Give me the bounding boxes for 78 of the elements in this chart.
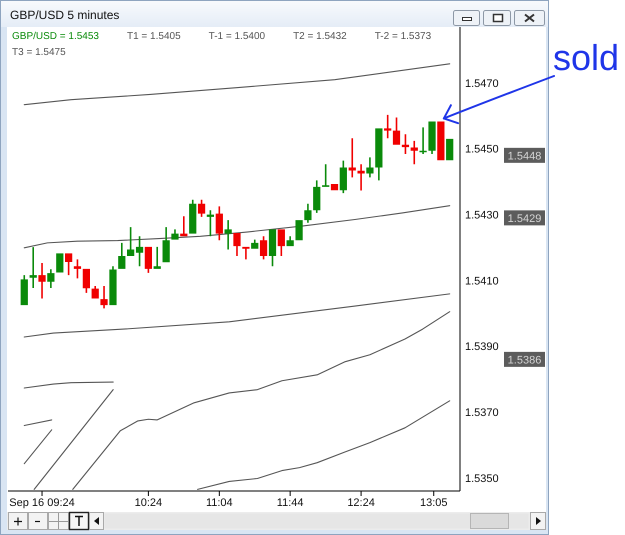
annotation: T3 = 1.5475 xyxy=(12,47,66,58)
candlestick xyxy=(180,216,188,236)
candlestick xyxy=(109,266,117,306)
y-tick-label: 1.5470 xyxy=(465,78,499,90)
candlestick xyxy=(295,220,303,240)
text: 1.5448 xyxy=(508,150,542,162)
y-tick-label: 1.5350 xyxy=(465,472,499,485)
annotation: T1 = 1.5405 xyxy=(126,31,182,42)
annotation: T-2 = 1.5373 xyxy=(374,31,432,42)
candlestick xyxy=(375,128,382,180)
x-tick-label: Sep 16 09:24 xyxy=(9,497,75,509)
x-tick-label: 13:05 xyxy=(420,497,448,509)
candlestick xyxy=(322,164,330,187)
candlestick xyxy=(384,114,392,138)
candlestick xyxy=(171,229,179,240)
text: 1.5386 xyxy=(508,354,542,366)
candlestick xyxy=(278,229,285,256)
candlestick xyxy=(56,253,64,272)
line-series xyxy=(197,400,450,490)
candlestick xyxy=(162,227,170,262)
annotation: T-1 = 1.5400 xyxy=(208,31,266,42)
candlestick xyxy=(206,210,214,236)
candlestick xyxy=(65,253,72,276)
candlestick xyxy=(348,138,356,178)
candlestick xyxy=(82,268,90,293)
candlestick xyxy=(366,157,374,178)
candlestick xyxy=(47,269,54,288)
candlestick xyxy=(330,184,338,190)
x-tick-label: 11:44 xyxy=(276,497,304,509)
y-tick-label: 1.5390 xyxy=(465,341,499,354)
candlestick xyxy=(402,134,410,154)
candlestick xyxy=(410,140,418,164)
candlestick xyxy=(242,246,250,260)
candlestick xyxy=(30,247,37,288)
candlestick xyxy=(357,164,365,191)
annotation: sold xyxy=(553,37,620,78)
candlestick xyxy=(286,236,294,246)
candlestick xyxy=(127,227,134,256)
candlestick xyxy=(198,200,206,217)
text: 1.5429 xyxy=(508,212,542,225)
candlestick xyxy=(446,138,454,160)
candlestick xyxy=(100,286,108,308)
line-series xyxy=(24,205,450,248)
candlestick xyxy=(216,206,223,240)
line-series xyxy=(24,293,450,338)
y-tick-label: 1.5410 xyxy=(465,275,499,288)
candlestick xyxy=(154,246,161,269)
chart-title: GBP/USD 5 minutes xyxy=(10,8,120,22)
candlestick xyxy=(268,229,276,266)
candlestick xyxy=(260,236,268,260)
x-tick-label: 11:04 xyxy=(206,497,233,509)
candlestick xyxy=(392,117,400,145)
candlestick xyxy=(118,242,126,269)
candlestick xyxy=(419,127,427,154)
candlestick xyxy=(428,121,436,154)
x-tick-label: 12:24 xyxy=(347,497,375,509)
candlestick xyxy=(233,233,241,256)
annotation: T2 = 1.5432 xyxy=(293,31,348,42)
candlestick xyxy=(304,204,312,223)
y-tick-label: 1.5430 xyxy=(465,210,499,222)
candlestick xyxy=(38,262,46,298)
candlestick xyxy=(313,180,320,213)
candlestick xyxy=(74,259,82,278)
candlestick xyxy=(92,286,99,298)
candlestick xyxy=(251,240,258,249)
candlestick xyxy=(189,200,196,234)
candlestick xyxy=(20,275,28,306)
annotation: GBP/USD = 1.5453 xyxy=(12,31,100,42)
line-series xyxy=(24,63,450,106)
candlestick xyxy=(437,121,444,160)
candlestick xyxy=(136,236,144,266)
candlestick xyxy=(340,160,347,194)
candlestick xyxy=(144,246,152,273)
y-tick-label: 1.5450 xyxy=(465,144,499,156)
candlestick xyxy=(224,220,232,250)
y-tick-label: 1.5370 xyxy=(465,406,499,419)
line-series xyxy=(72,311,450,490)
x-tick-label: 10:24 xyxy=(134,497,162,509)
